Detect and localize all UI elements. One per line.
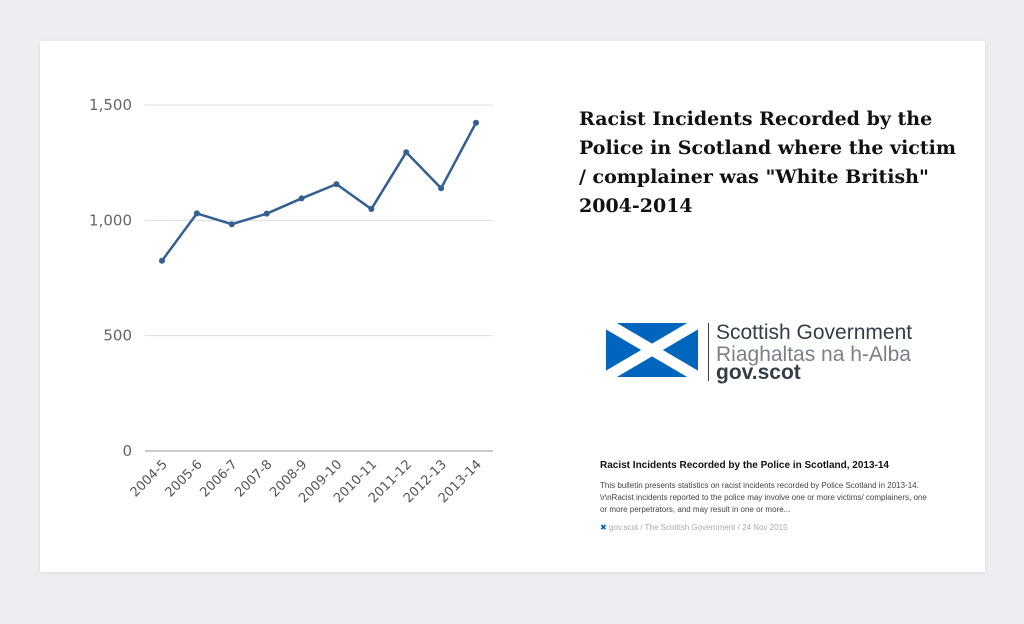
card: 0 500 1,000 1,500 2004-5 2005-6 2006-7 2007-8 20… xyxy=(40,41,985,572)
saltire-flag-icon xyxy=(606,323,698,377)
data-point xyxy=(403,149,410,156)
y-tick-label: 500 xyxy=(103,327,132,345)
chart-title: Racist Incidents Recorded by the Police … xyxy=(579,108,956,217)
data-point xyxy=(193,210,200,217)
logo-line3: gov.scot xyxy=(716,361,801,384)
y-tick-label: 1,000 xyxy=(89,211,132,229)
x-tick-label: 2006-7 xyxy=(197,457,240,500)
data-point xyxy=(159,257,165,264)
logo-line1: Scottish Government xyxy=(716,321,913,344)
logo-line2: Riaghaltas na h-Alba xyxy=(716,343,911,366)
data-point xyxy=(438,185,445,192)
site: gov.scot xyxy=(608,523,639,532)
link-meta: ✖ gov.scot / The Scottish Government / 2… xyxy=(600,523,788,532)
data-point xyxy=(333,181,340,188)
link-headline[interactable]: Racist Incidents Recorded by the Police … xyxy=(600,460,889,471)
y-tick-label: 0 xyxy=(122,442,132,460)
line-chart: 05001,0001,5002004-52005-62006-72007-820… xyxy=(89,96,493,506)
y-tick-label: 1,500 xyxy=(89,96,132,114)
scottish-government-logo[interactable]: Scottish Government Riaghaltas na h-Alba… xyxy=(600,311,940,449)
data-point xyxy=(368,206,375,213)
data-point xyxy=(263,210,270,217)
x-tick-label: 2007-8 xyxy=(232,457,275,500)
series-line xyxy=(160,122,478,262)
x-tick-label: 2004-5 xyxy=(128,457,171,500)
data-point xyxy=(473,119,479,126)
x-tick-label: 2005-6 xyxy=(163,457,206,500)
link-description: This bulletin presents statistics on rac… xyxy=(600,481,927,514)
publisher: The Scottish Government xyxy=(644,523,736,532)
data-point xyxy=(298,195,305,202)
data-point xyxy=(228,221,235,228)
flag-icon: ✖ xyxy=(600,523,607,532)
date: 24 Nov 2015 xyxy=(742,523,788,532)
